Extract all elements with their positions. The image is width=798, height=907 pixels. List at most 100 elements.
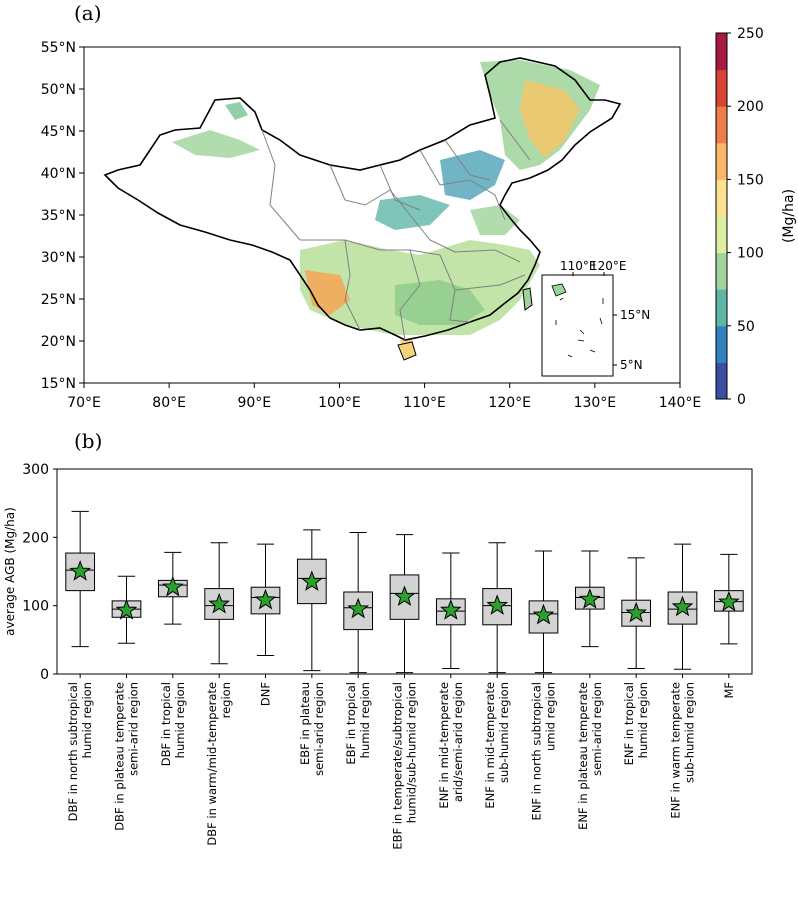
box-category-line: ENF in warm temperate <box>669 682 683 819</box>
box-item: DBF in tropicalhumid region <box>157 551 188 766</box>
box-category-line: ENF in mid-temperate <box>483 682 497 809</box>
box-ytick-label: 300 <box>22 462 49 478</box>
box-item: DNF <box>250 543 281 706</box>
map-ytick-label: 20°N <box>41 334 76 350</box>
map-ytick-label: 40°N <box>41 166 76 182</box>
box-category-line: semi-arid region <box>312 682 326 776</box>
box-category-line: DNF <box>259 682 273 706</box>
box-mean-star <box>161 575 184 597</box>
box-category-label: DBF in plateau temperatesemi-arid region <box>113 682 141 831</box>
box-category-line: EBF in tropical <box>344 682 358 765</box>
box-mean-star <box>486 594 509 615</box>
box-category-line: MF <box>722 682 736 699</box>
map-ytick-label: 45°N <box>41 124 76 140</box>
box-category-line: ENF in plateau temperate <box>576 682 590 830</box>
box-category-line: DBF in warm/mid-temperate <box>205 682 219 846</box>
box-category-line: semi-arid region <box>127 682 141 776</box>
box-mean-star <box>69 560 92 581</box>
colorbar-segment <box>716 33 727 71</box>
colorbar-tick-label: 100 <box>737 246 764 262</box>
box-category-line: humid region <box>636 682 650 758</box>
south-china-sea-inset: 110°E 120°E 15°N 5°N <box>541 259 650 377</box>
colorbar-segment <box>716 252 727 290</box>
box-category-label: ENF in mid-temperatesub-humid region <box>483 682 511 809</box>
box-category-line: DBF in north subtropical <box>66 682 80 821</box>
map-xtick-label: 130°E <box>574 395 617 411</box>
box-category-label: MF <box>722 682 736 699</box>
box-item: ENF in plateau temperatesemi-arid region <box>574 550 605 830</box>
inset-frame <box>541 274 614 377</box>
map-ytick-label: 35°N <box>41 208 76 224</box>
box-category-line: ENF in mid-temperate <box>437 682 451 809</box>
colorbar-segment <box>716 69 727 107</box>
box-category-line: DBF in plateau temperate <box>113 682 127 831</box>
china-outline <box>103 57 622 341</box>
box-item: EBF in tropicalhumid region <box>343 532 374 765</box>
boxplot-panel: 0 100 200 300 average AGB (Mg/ha) DBF in nort… <box>3 462 753 850</box>
box-category-label: ENF in plateau temperatesemi-arid region <box>576 682 604 830</box>
colorbar-tick-label: 0 <box>737 392 746 408</box>
map-xtick-label: 140°E <box>659 395 702 411</box>
box-item: DBF in warm/mid-temperateregion <box>204 542 235 846</box>
box-mean-star <box>347 597 370 619</box>
box-ytick-label: 200 <box>22 530 49 546</box>
map-panel: 110°E 120°E 15°N 5°N 70°E 80°E 90°E 100°E 11… <box>41 40 702 411</box>
box-item: DBF in north subtropicalhumid region <box>65 510 96 821</box>
colorbar-segment <box>716 289 727 327</box>
panel-label-b: (b) <box>74 429 102 453</box>
colorbar-tick-label: 250 <box>737 26 764 42</box>
colorbar: 0 50 100 150 200 250 (Mg/ha) <box>715 26 797 408</box>
box-mean-star <box>300 570 323 591</box>
hainan-island <box>397 341 417 361</box>
box-mean-star <box>115 599 138 620</box>
inset-ytick-5: 5°N <box>620 358 643 372</box>
box-category-line: humid region <box>358 682 372 758</box>
map-xtick-label: 110°E <box>403 395 446 411</box>
inset-landmass <box>551 283 567 297</box>
colorbar-label: (Mg/ha) <box>781 189 797 243</box>
box-category-line: humid region <box>80 682 94 758</box>
box-category-label: ENF in mid-temperatearid/semi-arid regio… <box>437 682 465 809</box>
map-xtick-label: 70°E <box>67 395 101 411</box>
box-mean-star <box>578 588 601 609</box>
box-category-line: ENF in tropical <box>622 682 636 765</box>
box-category-label: DBF in north subtropicalhumid region <box>66 682 94 821</box>
box-category-label: DBF in warm/mid-temperateregion <box>205 682 233 846</box>
colorbar-segment <box>716 106 727 144</box>
map-ytick-label: 30°N <box>41 250 76 266</box>
box-item: EBF in plateausemi-arid region <box>296 529 327 776</box>
map-xtick-label: 120°E <box>488 395 531 411</box>
box-item: ENF in warm temperatesub-humid region <box>667 543 698 819</box>
box-mean-star <box>532 603 555 625</box>
map-ytick-label: 55°N <box>41 40 76 56</box>
inset-xtick-120: 120°E <box>590 259 627 273</box>
box-category-line: umid region <box>544 682 558 751</box>
box-item: ENF in mid-temperatesub-humid region <box>482 542 513 809</box>
map-ytick-label: 25°N <box>41 292 76 308</box>
box-category-line: humid/sub-humid region <box>405 682 419 823</box>
box-category-label: ENF in north subtropicalumid region <box>530 682 558 820</box>
map-ytick-label: 15°N <box>41 376 76 392</box>
panel-label-a: (a) <box>74 1 102 25</box>
box-category-label: EBF in temperate/subtropicalhumid/sub-hu… <box>391 682 419 850</box>
box-mean-star <box>439 599 462 620</box>
map-xtick-label: 80°E <box>152 395 186 411</box>
colorbar-segment <box>716 216 727 254</box>
colorbar-segment <box>716 142 727 180</box>
box-category-label: DBF in tropicalhumid region <box>159 682 187 766</box>
box-category-label: ENF in tropicalhumid region <box>622 682 650 765</box>
box-item: EBF in temperate/subtropicalhumid/sub-hu… <box>389 534 420 850</box>
box-item: ENF in tropicalhumid region <box>621 557 652 765</box>
inset-dashed-boundary <box>555 297 604 358</box>
box-item: DBF in plateau temperatesemi-arid region <box>111 575 142 831</box>
box-item: MF <box>713 553 744 699</box>
box-mean-star <box>254 588 277 610</box>
box-category-line: sub-humid region <box>497 682 511 783</box>
colorbar-segment <box>716 362 727 400</box>
colorbar-segment <box>716 325 727 363</box>
box-category-line: EBF in temperate/subtropical <box>391 682 405 850</box>
box-category-line: sub-humid region <box>683 682 697 783</box>
inset-xtick-110: 110°E <box>560 259 597 273</box>
box-category-line: semi-arid region <box>590 682 604 776</box>
